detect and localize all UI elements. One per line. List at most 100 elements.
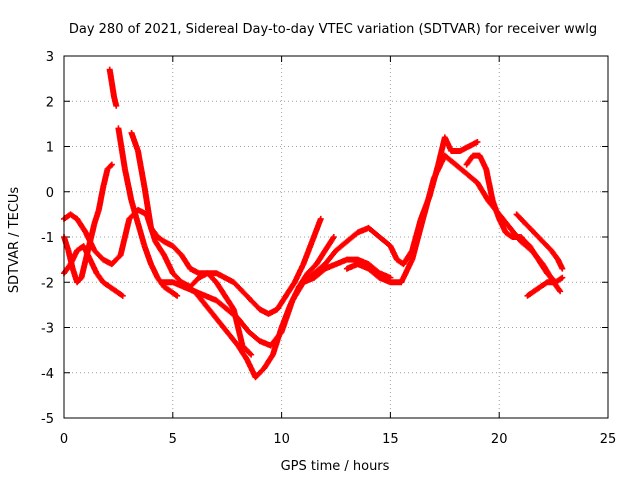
y-axis-label: SDTVAR / TECUs bbox=[7, 187, 22, 294]
data-point bbox=[161, 252, 176, 275]
data-point bbox=[441, 152, 458, 167]
data-point bbox=[106, 283, 118, 294]
data-point bbox=[239, 288, 253, 303]
series-track-j bbox=[343, 152, 564, 295]
data-point bbox=[152, 238, 167, 257]
data-point bbox=[463, 153, 476, 168]
data-point bbox=[557, 288, 564, 295]
data-point bbox=[531, 229, 545, 244]
data-point bbox=[135, 148, 148, 189]
data-point bbox=[463, 170, 480, 185]
data-point bbox=[178, 252, 193, 271]
data-point bbox=[74, 215, 88, 235]
data-point bbox=[526, 243, 541, 262]
data-point bbox=[267, 330, 284, 349]
data-point bbox=[430, 154, 448, 182]
data-point bbox=[261, 352, 276, 372]
data-point bbox=[330, 234, 337, 240]
data-point bbox=[239, 342, 253, 357]
data-point bbox=[300, 271, 316, 286]
data-point bbox=[87, 256, 99, 275]
data-point bbox=[235, 342, 249, 361]
data-point bbox=[108, 80, 117, 99]
data-point bbox=[304, 262, 319, 277]
data-point bbox=[317, 215, 324, 222]
series-track-m bbox=[524, 279, 557, 299]
y-tick-label: 1 bbox=[46, 141, 54, 156]
data-point bbox=[409, 217, 426, 263]
data-point bbox=[343, 230, 360, 245]
data-point bbox=[365, 261, 382, 276]
data-point bbox=[108, 161, 115, 168]
data-point bbox=[474, 179, 491, 203]
data-point bbox=[248, 297, 262, 312]
series-track-c bbox=[61, 161, 115, 286]
y-tick-label: 0 bbox=[46, 186, 54, 201]
data-point bbox=[496, 215, 509, 235]
series-track-d bbox=[106, 66, 120, 109]
data-point bbox=[235, 315, 251, 334]
data-series bbox=[61, 66, 566, 381]
data-point bbox=[309, 217, 324, 245]
data-point bbox=[300, 239, 315, 268]
data-point bbox=[524, 289, 536, 299]
data-point bbox=[502, 229, 514, 240]
data-point bbox=[67, 211, 79, 221]
data-point bbox=[311, 262, 327, 277]
data-point bbox=[113, 102, 120, 109]
data-point bbox=[483, 166, 496, 203]
data-point bbox=[400, 248, 415, 268]
data-point bbox=[537, 280, 549, 290]
data-point bbox=[522, 220, 536, 235]
data-point bbox=[278, 298, 295, 335]
y-tick-label: -1 bbox=[41, 231, 54, 246]
data-point bbox=[513, 211, 528, 226]
data-point bbox=[169, 270, 184, 285]
data-point bbox=[291, 262, 306, 286]
data-point bbox=[531, 284, 543, 295]
data-point bbox=[322, 235, 336, 254]
series-track-i bbox=[300, 134, 481, 286]
data-point bbox=[154, 234, 166, 244]
series-track-k bbox=[463, 152, 566, 286]
x-tick-label: 25 bbox=[600, 432, 617, 447]
data-point bbox=[518, 234, 532, 248]
data-point bbox=[559, 274, 566, 281]
data-point bbox=[93, 270, 106, 284]
y-tick-label: -5 bbox=[41, 412, 54, 427]
data-point bbox=[474, 138, 481, 145]
data-point bbox=[489, 197, 502, 221]
data-point bbox=[91, 247, 106, 262]
data-point bbox=[333, 239, 349, 254]
data-point bbox=[246, 329, 262, 344]
axis-ticks: 0 5 10 15 20 25 -5 -4 -3 -2 -1 0 1 2 3 bbox=[41, 50, 616, 447]
x-tick-label: 10 bbox=[273, 432, 290, 447]
data-point bbox=[289, 280, 306, 304]
data-point bbox=[213, 315, 230, 334]
data-point bbox=[78, 258, 89, 281]
data-point bbox=[230, 279, 245, 294]
data-point bbox=[539, 238, 554, 253]
data-point bbox=[398, 258, 415, 286]
data-point bbox=[128, 197, 141, 225]
data-point bbox=[441, 134, 454, 153]
data-point bbox=[141, 184, 154, 230]
data-point bbox=[420, 176, 437, 222]
data-point bbox=[213, 297, 229, 312]
data-point bbox=[252, 366, 267, 381]
x-tick-label: 15 bbox=[382, 432, 399, 447]
data-point bbox=[248, 351, 255, 358]
data-point bbox=[559, 265, 566, 272]
data-point bbox=[74, 275, 84, 286]
data-point bbox=[213, 279, 228, 298]
data-point bbox=[141, 243, 154, 266]
series-track-g bbox=[158, 234, 337, 381]
x-axis-label: GPS time / hours bbox=[281, 459, 390, 474]
data-point bbox=[148, 224, 160, 239]
data-point bbox=[161, 283, 173, 294]
data-point bbox=[169, 243, 184, 257]
y-tick-label: -2 bbox=[41, 276, 54, 291]
chart-title: Day 280 of 2021, Sidereal Day-to-day VTE… bbox=[69, 22, 597, 37]
plot-frame bbox=[63, 55, 609, 419]
